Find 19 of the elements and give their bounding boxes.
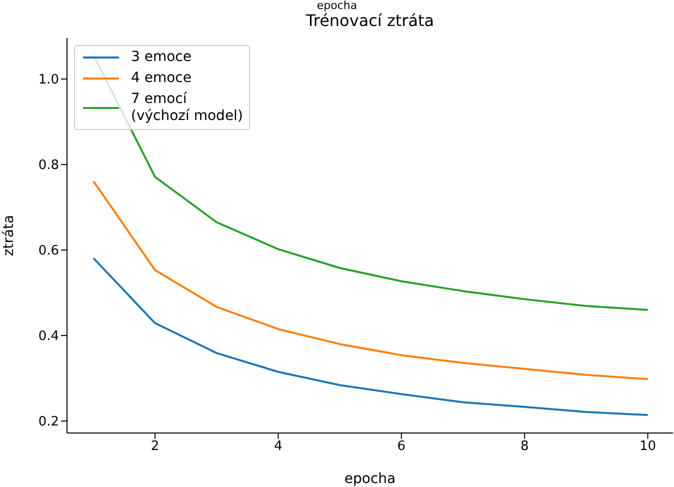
text: epocha <box>316 0 358 12</box>
x-tick-label: 2 <box>150 439 160 454</box>
chart-title: Trénovací ztráta <box>304 11 436 30</box>
x-tick-label: 6 <box>397 439 406 454</box>
x-tick-label: 4 <box>274 439 282 454</box>
x-axis-title: epocha <box>344 471 396 487</box>
y-tick-label: 0.8 <box>38 158 59 174</box>
legend-label: 7 emocí (výchozí model) <box>131 91 243 125</box>
y-tick-label: 1.0 <box>38 72 59 88</box>
legend-label: 4 emoce <box>131 70 192 87</box>
y-tick-label: 0.2 <box>38 414 59 430</box>
x-tick-label: 8 <box>520 439 529 454</box>
y-tick-label: 0.6 <box>38 244 59 259</box>
y-axis-title: ztráta <box>0 214 17 256</box>
y-tick-label: 0.4 <box>38 329 59 344</box>
x-tick-label: 10 <box>639 439 656 454</box>
line-series <box>92 257 649 416</box>
line-series <box>92 180 649 380</box>
legend-label: 3 emoce <box>131 49 192 66</box>
